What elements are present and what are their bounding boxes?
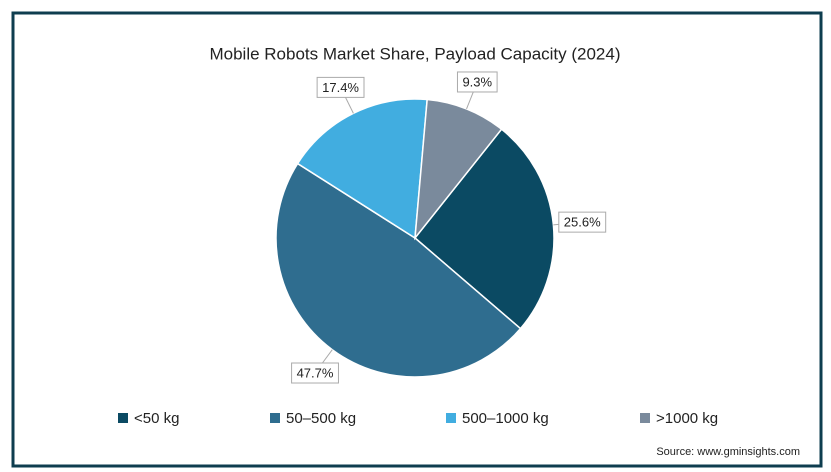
legend-marker <box>640 413 650 423</box>
data-label: 47.7% <box>291 362 339 384</box>
data-label: 25.6% <box>558 211 607 233</box>
label-box <box>291 362 339 384</box>
pie-slice <box>275 162 522 378</box>
legend-label: >1000 kg <box>656 410 718 427</box>
legend-label: 500–1000 kg <box>462 410 549 427</box>
label-box <box>316 76 365 98</box>
data-label-text: 25.6% <box>564 215 601 230</box>
pie-slice <box>413 128 555 330</box>
legend-marker <box>446 413 456 423</box>
legend-label: <50 kg <box>134 410 179 427</box>
chart-title: Mobile Robots Market Share, Payload Capa… <box>209 44 620 63</box>
label-box <box>558 211 607 233</box>
data-label-text: 17.4% <box>322 80 359 95</box>
legend-marker <box>270 413 280 423</box>
source: Source: www.gminsights.com <box>656 446 800 458</box>
data-label-text: 9.3% <box>462 74 492 89</box>
data-label: 9.3% <box>456 71 498 93</box>
data-label-text: 47.7% <box>297 365 334 380</box>
pie-slice <box>414 98 503 241</box>
legend-marker <box>118 413 128 423</box>
legend-label: 50–500 kg <box>286 410 356 427</box>
label-box <box>456 71 498 93</box>
data-label: 17.4% <box>316 76 365 98</box>
